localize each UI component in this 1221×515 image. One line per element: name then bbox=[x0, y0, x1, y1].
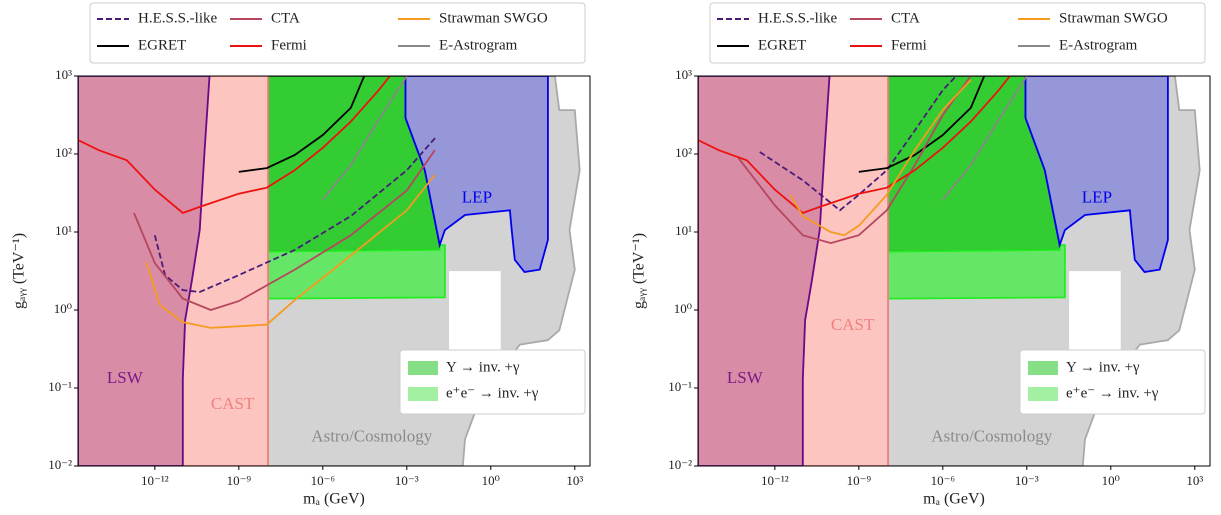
series-line bbox=[238, 76, 366, 173]
y-tick-label: 10⁻² bbox=[48, 457, 72, 472]
series-line bbox=[858, 76, 986, 173]
legend-label: e⁺e⁻ → inv. +γ bbox=[446, 385, 539, 401]
legend-label: E-Astrogram bbox=[1059, 37, 1138, 53]
x-axis-label: mₐ (GeV) bbox=[923, 491, 985, 508]
series-line bbox=[942, 76, 1028, 201]
series-line bbox=[322, 76, 408, 201]
y-tick-label: 10⁻² bbox=[668, 457, 692, 472]
exclusion-region bbox=[698, 76, 831, 466]
annotation: Astro/Cosmology bbox=[931, 427, 1052, 446]
region-legend: Υ → inv. +γ e⁺e⁻ → inv. +γ bbox=[399, 349, 586, 415]
annotation: LSW bbox=[727, 368, 764, 387]
legend-frame bbox=[89, 2, 586, 64]
legend-label: H.E.S.S.-like bbox=[758, 10, 838, 26]
legend: H.E.S.S.-like EGRET CTA Fermi Strawman SWGO E… bbox=[709, 2, 1206, 64]
x-tick-label: 10⁻⁹ bbox=[847, 473, 872, 488]
series-line bbox=[789, 79, 972, 237]
x-tick-label: 10⁻³ bbox=[395, 473, 419, 488]
legend-frame bbox=[399, 349, 586, 415]
legend-frame bbox=[1019, 349, 1206, 415]
legend-swatch bbox=[1028, 387, 1058, 401]
y-tick-label: 10⁻¹ bbox=[668, 379, 692, 394]
x-tick-label: 10⁻³ bbox=[1015, 473, 1039, 488]
legend-label: e⁺e⁻ → inv. +γ bbox=[1066, 385, 1159, 401]
legend-label: Fermi bbox=[891, 37, 927, 53]
x-tick-label: 10⁻⁹ bbox=[227, 473, 252, 488]
region-legend: Υ → inv. +γ e⁺e⁻ → inv. +γ bbox=[1019, 349, 1206, 415]
y-tick-label: 10³ bbox=[675, 67, 692, 82]
plot-frame bbox=[77, 75, 591, 467]
x-tick-label: 10⁰ bbox=[1102, 473, 1120, 488]
x-tick-label: 10⁻⁶ bbox=[931, 473, 955, 488]
y-tick-label: 10⁻¹ bbox=[48, 379, 72, 394]
legend: H.E.S.S.-like EGRET CTA Fermi Strawman SWGO E… bbox=[89, 2, 586, 64]
panel: LSW CAST Astro/Cosmology LEP 10⁻¹² 10⁻⁹ 10⁻⁶ 10… bbox=[631, 2, 1211, 508]
x-tick-label: 10⁻¹² bbox=[761, 473, 789, 488]
exclusion-region bbox=[1024, 76, 1169, 273]
x-axis-label: mₐ (GeV) bbox=[303, 491, 365, 508]
x-tick-label: 10⁰ bbox=[482, 473, 500, 488]
series-line bbox=[737, 76, 972, 245]
x-tick-label: 10⁻⁶ bbox=[311, 473, 335, 488]
y-axis-label: gₐᵧᵧ (TeV⁻¹) bbox=[631, 233, 648, 309]
plot-frame bbox=[697, 75, 1211, 467]
y-tick-label: 10¹ bbox=[675, 223, 692, 238]
x-tick-label: 10³ bbox=[1186, 473, 1203, 488]
legend-label: Υ → inv. +γ bbox=[1066, 359, 1140, 375]
legend-label: Strawman SWGO bbox=[439, 10, 548, 26]
annotation: LSW bbox=[107, 368, 144, 387]
series-line bbox=[145, 174, 436, 329]
legend-swatch bbox=[1028, 361, 1058, 375]
legend-label: Υ → inv. +γ bbox=[446, 359, 520, 375]
y-tick-label: 10² bbox=[675, 145, 692, 160]
legend-label: H.E.S.S.-like bbox=[138, 10, 218, 26]
annotation: Astro/Cosmology bbox=[311, 427, 432, 446]
exclusion-region bbox=[887, 244, 1066, 300]
y-tick-label: 10³ bbox=[55, 67, 72, 82]
legend-label: EGRET bbox=[758, 37, 806, 53]
exclusion-region bbox=[267, 244, 446, 300]
plot-area bbox=[78, 76, 590, 466]
y-tick-label: 10⁰ bbox=[674, 301, 692, 316]
annotation: CAST bbox=[831, 315, 875, 334]
x-tick-label: 10³ bbox=[566, 473, 583, 488]
annotation: LEP bbox=[462, 187, 492, 206]
panel: LSW CAST Astro/Cosmology LEP 10⁻¹² 10⁻⁹ 10⁻⁶ 10… bbox=[11, 2, 591, 508]
legend-label: CTA bbox=[891, 10, 920, 26]
y-tick-label: 10² bbox=[55, 145, 72, 160]
y-tick-label: 10¹ bbox=[55, 223, 72, 238]
legend-label: CTA bbox=[271, 10, 300, 26]
y-axis-label: gₐᵧᵧ (TeV⁻¹) bbox=[11, 233, 28, 309]
exclusion-region bbox=[404, 76, 549, 273]
y-tick-label: 10⁰ bbox=[54, 301, 72, 316]
legend-frame bbox=[709, 2, 1206, 64]
series-line bbox=[153, 136, 437, 293]
legend-label: Strawman SWGO bbox=[1059, 10, 1168, 26]
legend-label: Fermi bbox=[271, 37, 307, 53]
series-line bbox=[133, 149, 436, 311]
x-tick-label: 10⁻¹² bbox=[141, 473, 169, 488]
annotation: CAST bbox=[211, 394, 255, 413]
legend-label: E-Astrogram bbox=[439, 37, 518, 53]
legend-label: EGRET bbox=[138, 37, 186, 53]
legend-swatch bbox=[408, 387, 438, 401]
series-line bbox=[698, 76, 1011, 215]
series-line bbox=[78, 76, 391, 215]
series-line bbox=[759, 76, 957, 212]
annotation: LEP bbox=[1082, 187, 1112, 206]
legend-swatch bbox=[408, 361, 438, 375]
